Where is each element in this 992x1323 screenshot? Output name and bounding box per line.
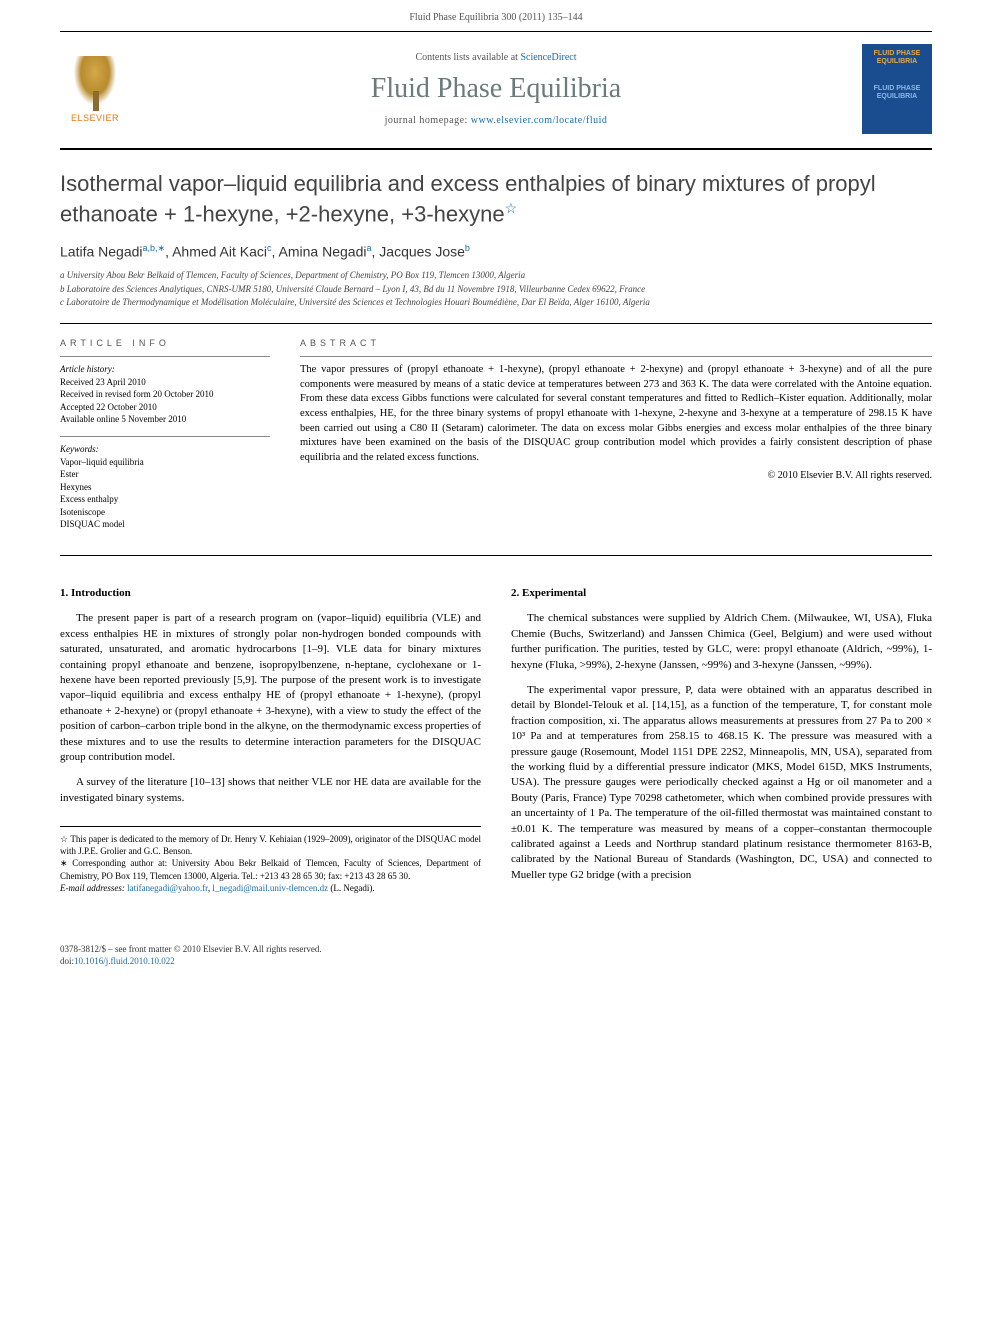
header-rule xyxy=(60,31,932,32)
abstract-column: ABSTRACT The vapor pressures of (propyl … xyxy=(300,338,932,541)
author-2: , Ahmed Ait Kaci xyxy=(165,243,267,259)
author-4-affil: b xyxy=(465,243,470,253)
cover-title-3: FLUID PHASE xyxy=(874,85,921,93)
cover-title-4: EQUILIBRIA xyxy=(877,93,917,101)
keyword-5: Isoteniscope xyxy=(60,506,270,519)
history-accepted: Accepted 22 October 2010 xyxy=(60,401,270,414)
keyword-1: Vapor–liquid equilibria xyxy=(60,456,270,469)
journal-homepage-line: journal homepage: www.elsevier.com/locat… xyxy=(130,115,862,126)
footnote-emails: E-mail addresses: latifanegadi@yahoo.fr,… xyxy=(60,882,481,894)
sciencedirect-link[interactable]: ScienceDirect xyxy=(520,52,576,63)
author-list: Latifa Negadia,b,∗, Ahmed Ait Kacic, Ami… xyxy=(60,243,932,260)
abstract-heading: ABSTRACT xyxy=(300,338,932,348)
article-info-sidebar: ARTICLE INFO Article history: Received 2… xyxy=(60,338,270,541)
author-1-affil: a,b,∗ xyxy=(143,243,166,253)
affiliations-block: a University Abou Bekr Belkaid of Tlemce… xyxy=(60,269,932,309)
journal-title: Fluid Phase Equilibria xyxy=(130,73,862,105)
journal-masthead: ELSEVIER Contents lists available at Sci… xyxy=(60,36,932,150)
author-4: , Jacques Jose xyxy=(372,243,465,259)
title-footnote-star: ☆ xyxy=(505,200,518,216)
running-header: Fluid Phase Equilibria 300 (2011) 135–14… xyxy=(0,0,992,31)
right-column: 2. Experimental The chemical substances … xyxy=(511,586,932,894)
footer-doi-line: doi:10.1016/j.fluid.2010.10.022 xyxy=(60,956,932,968)
info-divider-2 xyxy=(60,436,270,437)
history-label: Article history: xyxy=(60,363,270,376)
affiliation-c: c Laboratoire de Thermodynamique et Modé… xyxy=(60,296,932,309)
keyword-2: Ester xyxy=(60,468,270,481)
email-link-2[interactable]: l_negadi@mail.univ-tlemcen.dz xyxy=(212,883,328,893)
introduction-p2: A survey of the literature [10–13] shows… xyxy=(60,775,481,806)
article-title: Isothermal vapor–liquid equilibria and e… xyxy=(60,170,932,229)
experimental-p2: The experimental vapor pressure, P, data… xyxy=(511,683,932,883)
abstract-copyright: © 2010 Elsevier B.V. All rights reserved… xyxy=(300,470,932,481)
info-divider-1 xyxy=(60,356,270,357)
contents-available-line: Contents lists available at ScienceDirec… xyxy=(130,52,862,63)
affiliation-a: a University Abou Bekr Belkaid of Tlemce… xyxy=(60,269,932,282)
keyword-3: Hexynes xyxy=(60,481,270,494)
footnote-corresponding: ∗ Corresponding author at: University Ab… xyxy=(60,857,481,881)
abstract-divider xyxy=(300,356,932,357)
keyword-6: DISQUAC model xyxy=(60,518,270,531)
homepage-prefix: journal homepage: xyxy=(385,115,471,126)
cover-title-1: FLUID PHASE xyxy=(874,50,921,58)
page-footer: 0378-3812/$ – see front matter © 2010 El… xyxy=(60,944,932,967)
keywords-label: Keywords: xyxy=(60,443,270,456)
introduction-heading: 1. Introduction xyxy=(60,586,481,601)
history-revised: Received in revised form 20 October 2010 xyxy=(60,388,270,401)
email-author-paren: (L. Negadi). xyxy=(328,883,374,893)
history-received: Received 23 April 2010 xyxy=(60,376,270,389)
experimental-p1: The chemical substances were supplied by… xyxy=(511,611,932,673)
email-link-1[interactable]: latifanegadi@yahoo.fr xyxy=(127,883,208,893)
doi-label: doi: xyxy=(60,956,74,966)
introduction-p1: The present paper is part of a research … xyxy=(60,611,481,765)
keyword-4: Excess enthalpy xyxy=(60,493,270,506)
cover-title-2: EQUILIBRIA xyxy=(877,58,917,66)
contents-prefix: Contents lists available at xyxy=(415,52,520,63)
journal-homepage-link[interactable]: www.elsevier.com/locate/fluid xyxy=(471,115,608,126)
author-3: , Amina Negadi xyxy=(272,243,367,259)
footnote-dedication: ☆ This paper is dedicated to the memory … xyxy=(60,833,481,857)
email-label: E-mail addresses: xyxy=(60,883,127,893)
abstract-text: The vapor pressures of (propyl ethanoate… xyxy=(300,363,932,466)
journal-cover-thumbnail: FLUID PHASE EQUILIBRIA FLUID PHASE EQUIL… xyxy=(862,44,932,134)
footer-issn-line: 0378-3812/$ – see front matter © 2010 El… xyxy=(60,944,932,956)
publisher-name: ELSEVIER xyxy=(71,113,119,123)
affiliation-b: b Laboratoire des Sciences Analytiques, … xyxy=(60,283,932,296)
elsevier-tree-icon xyxy=(70,56,120,111)
footnotes-block: ☆ This paper is dedicated to the memory … xyxy=(60,826,481,894)
doi-link[interactable]: 10.1016/j.fluid.2010.10.022 xyxy=(74,956,175,966)
article-info-heading: ARTICLE INFO xyxy=(60,338,270,348)
author-1: Latifa Negadi xyxy=(60,243,143,259)
article-title-text: Isothermal vapor–liquid equilibria and e… xyxy=(60,171,876,226)
history-online: Available online 5 November 2010 xyxy=(60,413,270,426)
experimental-heading: 2. Experimental xyxy=(511,586,932,601)
publisher-logo: ELSEVIER xyxy=(60,49,130,129)
left-column: 1. Introduction The present paper is par… xyxy=(60,586,481,894)
